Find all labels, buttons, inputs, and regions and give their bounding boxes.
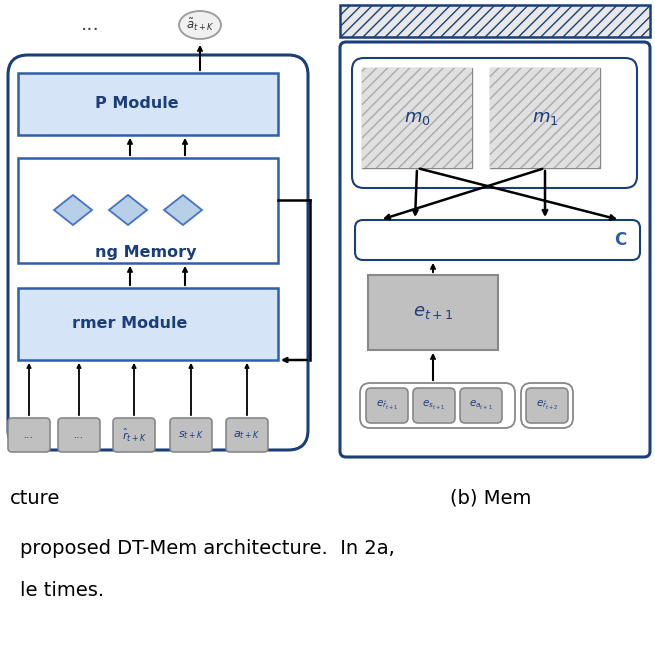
FancyBboxPatch shape	[526, 388, 568, 423]
Text: $e_{a_{t+1}}$: $e_{a_{t+1}}$	[469, 398, 493, 411]
FancyBboxPatch shape	[170, 418, 212, 452]
Text: P Module: P Module	[95, 96, 179, 111]
FancyBboxPatch shape	[413, 388, 455, 423]
Text: $e_{s_{t+1}}$: $e_{s_{t+1}}$	[422, 398, 445, 411]
Text: ng Memory: ng Memory	[95, 246, 196, 261]
Text: $m_1$: $m_1$	[532, 109, 558, 127]
Text: C: C	[614, 231, 626, 249]
FancyBboxPatch shape	[352, 58, 637, 188]
FancyBboxPatch shape	[355, 220, 640, 260]
Text: $\tilde{a}_{t+K}$: $\tilde{a}_{t+K}$	[186, 17, 214, 33]
Bar	[490, 68, 600, 168]
Text: cture: cture	[10, 489, 60, 508]
Text: le times.: le times.	[20, 580, 104, 599]
FancyBboxPatch shape	[340, 42, 650, 457]
FancyBboxPatch shape	[58, 418, 100, 452]
Text: ...: ...	[74, 430, 84, 440]
FancyBboxPatch shape	[8, 418, 50, 452]
Text: $m_0$: $m_0$	[403, 109, 430, 127]
Bar	[362, 68, 472, 168]
FancyBboxPatch shape	[366, 388, 408, 423]
Polygon shape	[164, 195, 202, 225]
FancyBboxPatch shape	[460, 388, 502, 423]
Text: (b) Mem: (b) Mem	[450, 489, 531, 508]
Text: ...: ...	[81, 16, 100, 35]
Text: $a_{t+K}$: $a_{t+K}$	[233, 429, 261, 441]
Text: $e_{\hat{r}_{t+2}}$: $e_{\hat{r}_{t+2}}$	[536, 398, 558, 411]
Bar	[18, 158, 278, 263]
Text: $e_{\hat{r}_{t+1}}$: $e_{\hat{r}_{t+1}}$	[376, 398, 398, 411]
Text: proposed DT-Mem architecture.  In 2a,: proposed DT-Mem architecture. In 2a,	[20, 538, 395, 557]
Bar	[340, 5, 650, 37]
Bar	[368, 275, 498, 350]
FancyBboxPatch shape	[113, 418, 155, 452]
Polygon shape	[54, 195, 92, 225]
Bar	[490, 68, 600, 168]
Polygon shape	[109, 195, 147, 225]
Ellipse shape	[179, 11, 221, 39]
Text: rmer Module: rmer Module	[72, 316, 187, 331]
Text: ...: ...	[24, 430, 34, 440]
Bar	[362, 68, 472, 168]
Text: $s_{t+K}$: $s_{t+K}$	[178, 429, 204, 441]
FancyBboxPatch shape	[226, 418, 268, 452]
FancyBboxPatch shape	[8, 55, 308, 450]
Bar	[18, 73, 278, 135]
Text: $\hat{r}_{t+K}$: $\hat{r}_{t+K}$	[122, 426, 147, 443]
Text: $e_{t+1}$: $e_{t+1}$	[413, 303, 453, 321]
Bar	[18, 288, 278, 360]
